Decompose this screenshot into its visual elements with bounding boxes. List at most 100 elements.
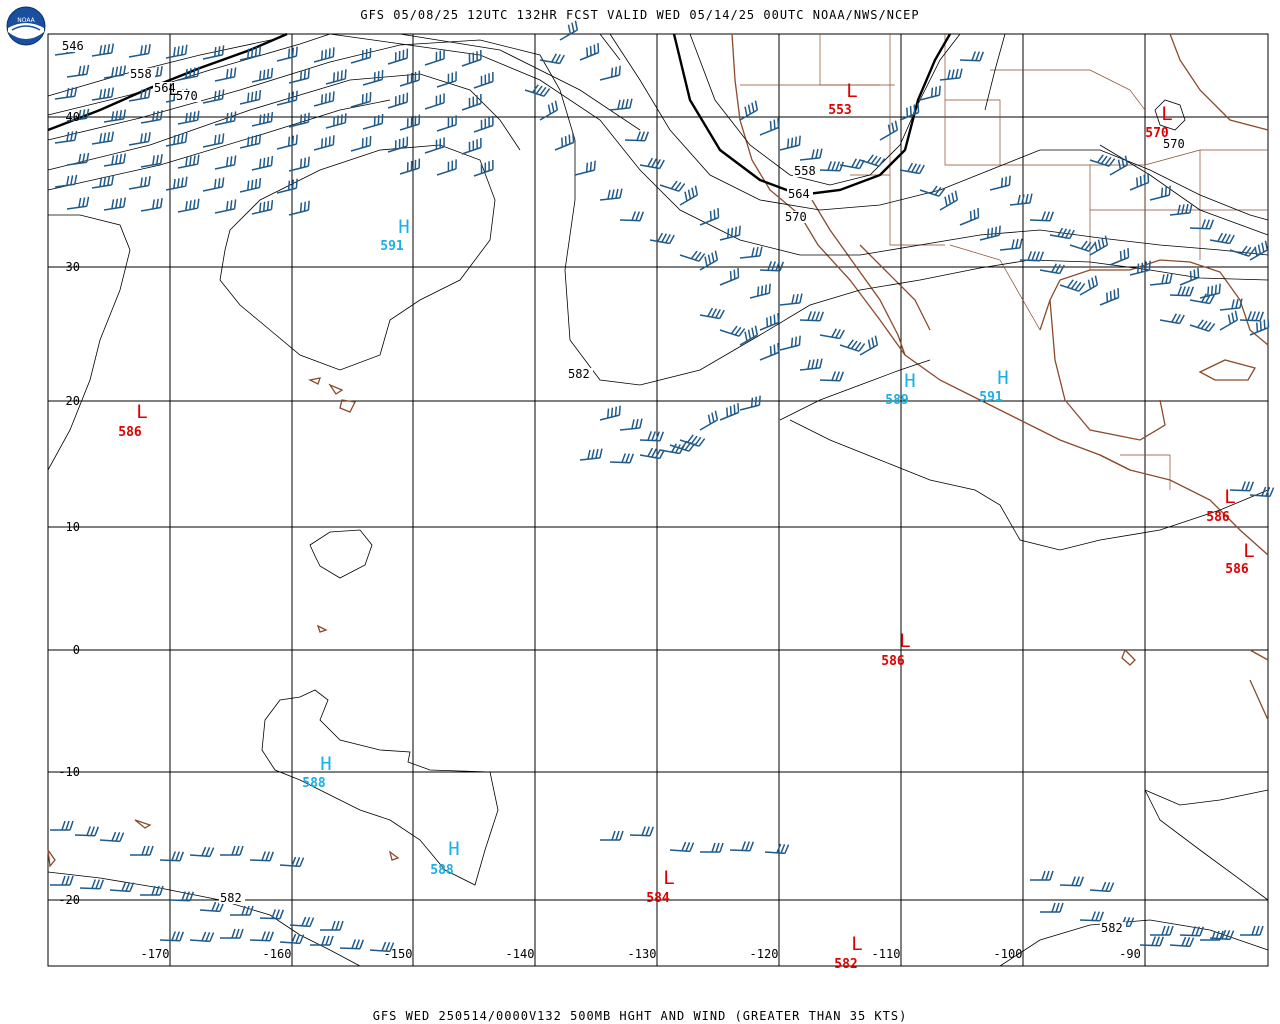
wind-barb — [1239, 311, 1265, 322]
wind-barb — [749, 283, 771, 299]
wind-barb — [699, 307, 725, 320]
wind-barb — [1129, 172, 1150, 191]
wind-barb — [249, 931, 275, 942]
wind-barb — [461, 49, 482, 67]
wind-barb — [1150, 925, 1174, 936]
lat-label: 20 — [66, 394, 80, 408]
contour-label: 582 — [568, 367, 590, 381]
wind-barb — [919, 185, 946, 197]
wind-barb — [202, 133, 225, 148]
wind-barb — [1149, 185, 1171, 201]
wind-barb — [1029, 211, 1055, 222]
lat-label: 30 — [66, 260, 80, 274]
wind-barb — [629, 826, 655, 837]
center-value: 589 — [885, 393, 908, 408]
center-value: 586 — [881, 654, 905, 669]
contour-label: 570 — [785, 210, 807, 224]
wind-barb — [288, 200, 310, 216]
wind-barb — [54, 174, 78, 188]
wind-barb — [574, 160, 596, 176]
wind-barb — [939, 190, 959, 211]
wind-barb — [999, 238, 1023, 251]
wind-barb — [799, 358, 823, 371]
wind-barb — [279, 933, 305, 945]
wind-barb — [669, 841, 695, 853]
wind-barb — [159, 931, 185, 942]
center-value: 586 — [1206, 510, 1230, 525]
wind-barb — [739, 246, 763, 259]
wind-barb — [639, 447, 665, 460]
center-value: 591 — [979, 390, 1003, 405]
wind-barb — [461, 137, 482, 155]
wind-barb — [599, 65, 621, 81]
noaa-logo-icon: NOAA — [6, 6, 46, 46]
contour-label-bg — [784, 211, 810, 223]
wind-barb — [461, 93, 482, 111]
center-value: 584 — [646, 891, 670, 906]
wind-barb — [719, 325, 746, 337]
wind-barb — [699, 250, 719, 271]
wind-barb — [276, 134, 298, 150]
lon-label: -90 — [1119, 947, 1141, 961]
low-center-marker: L — [663, 867, 674, 889]
wind-barb — [719, 267, 740, 286]
contour-label-bg — [793, 165, 819, 177]
wind-barb — [559, 20, 579, 41]
wind-barb — [189, 846, 215, 858]
contour-label-bg — [153, 82, 179, 94]
wind-barb — [251, 155, 274, 171]
center-value: 586 — [1225, 562, 1249, 577]
contour-label: 570 — [1163, 137, 1185, 151]
lon-label: -120 — [750, 947, 779, 961]
low-center-marker: L — [1243, 540, 1254, 562]
wind-barb — [939, 68, 963, 81]
wind-barb — [1079, 275, 1099, 296]
wind-barb — [214, 155, 237, 170]
wind-barb — [140, 154, 163, 168]
wind-barb — [387, 136, 409, 153]
lon-label: -100 — [994, 947, 1023, 961]
wind-barb — [214, 199, 237, 214]
wind-barb — [729, 841, 755, 852]
wind-barb — [325, 113, 347, 129]
low-center-marker: L — [1161, 103, 1172, 125]
wind-barb — [719, 225, 741, 241]
wind-barb — [362, 113, 384, 130]
wind-barb — [239, 133, 262, 149]
wind-barb — [288, 68, 310, 84]
wind-barb — [919, 85, 941, 101]
wind-barb — [325, 69, 347, 85]
wind-barb — [279, 856, 305, 868]
wind-barb — [1249, 317, 1270, 336]
wind-barb — [313, 91, 335, 107]
contour-label-bg — [787, 188, 813, 200]
low-center-marker: L — [846, 80, 857, 102]
wind-barb — [74, 826, 100, 837]
contour-label-bg — [567, 368, 593, 380]
wind-barb — [350, 47, 372, 64]
wind-barb — [859, 154, 886, 167]
wind-barb — [1040, 902, 1064, 913]
wind-barb — [1249, 240, 1269, 261]
wind-barb — [230, 905, 254, 916]
wind-barb — [399, 158, 421, 175]
wind-barb — [276, 90, 298, 106]
wind-barb — [436, 115, 457, 132]
center-value: 588 — [430, 863, 454, 878]
lat-label: 0 — [73, 643, 80, 657]
wind-barb — [473, 159, 494, 177]
wind-barb — [66, 196, 90, 210]
wind-barb — [539, 53, 565, 65]
wind-barb — [1099, 287, 1120, 306]
wind-barb — [700, 842, 724, 853]
wind-barb — [387, 92, 409, 109]
low-center-marker: L — [168, 80, 178, 99]
high-center-marker: H — [904, 370, 915, 392]
contour-label: 582 — [220, 891, 242, 905]
wind-barb — [276, 178, 298, 194]
wind-barb — [739, 100, 759, 121]
wind-barb — [1199, 283, 1221, 299]
center-value: 591 — [380, 239, 404, 254]
low-center-marker: L — [899, 630, 910, 652]
